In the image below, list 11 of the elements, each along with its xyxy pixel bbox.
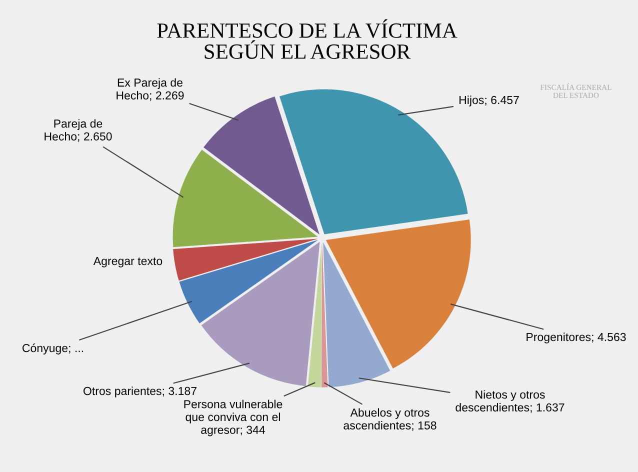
slice-label: Abuelos y otros ascendientes; 158 xyxy=(344,408,436,431)
slice-label: Hijos; 6.457 xyxy=(460,96,519,106)
slice-label: Cónyuge; ... xyxy=(22,344,84,354)
slice-label: Persona vulnerable que conviva con el agresor; 344 xyxy=(184,400,282,436)
slice-label: Agregar texto xyxy=(93,257,162,268)
slice-label: Progenitores; 4.563 xyxy=(526,332,626,344)
slice-label: Pareja de Hecho; 2.650 xyxy=(44,119,112,142)
slice-label: Nietos y otros descendientes; 1.637 xyxy=(456,390,564,413)
chart-title: PARENTESCO DE LA VÍCTIMA SEGÚN EL AGRESOR xyxy=(157,19,458,59)
slice-label: Otros parientes; 3.187 xyxy=(84,386,196,398)
slice-label: Ex Pareja de Hecho; 2.269 xyxy=(116,78,184,101)
